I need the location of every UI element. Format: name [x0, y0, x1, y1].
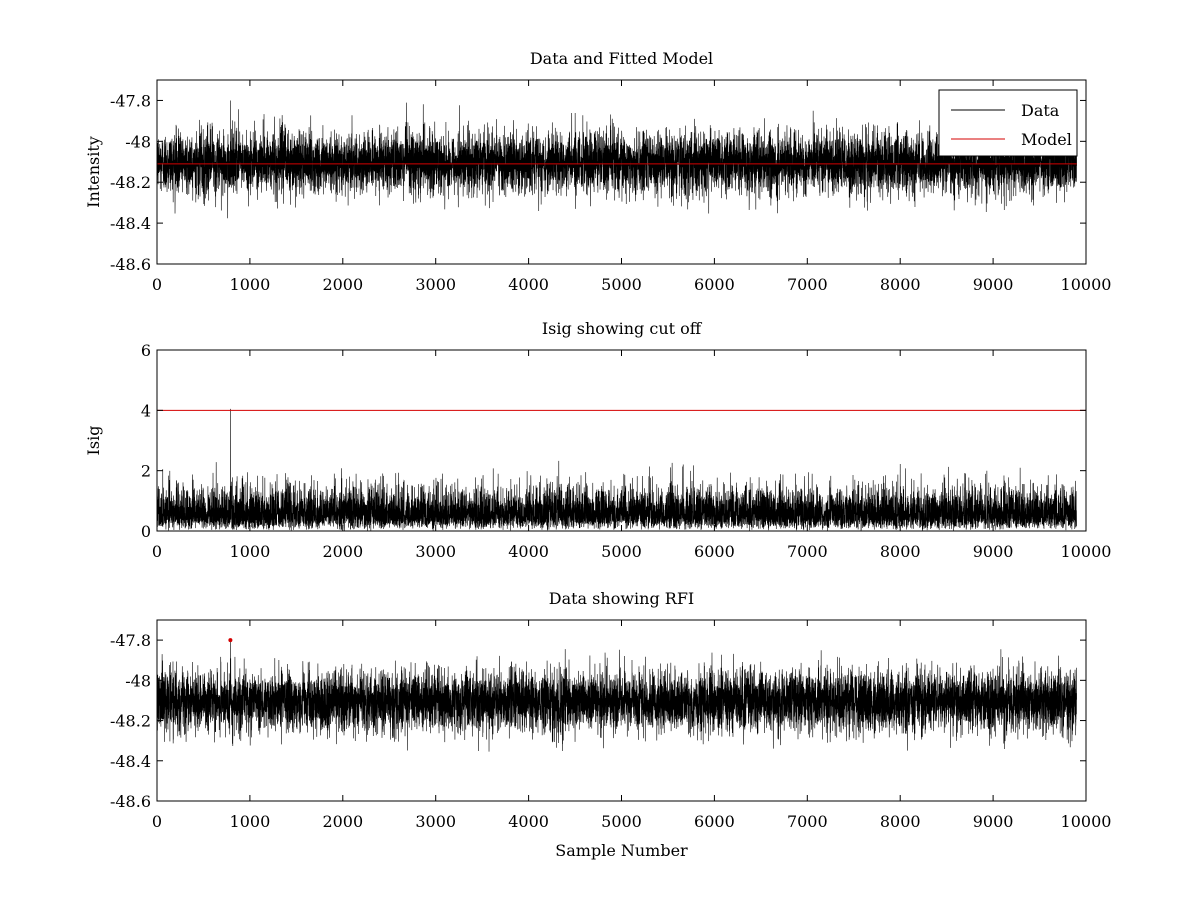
x-tick-label: 1000	[230, 542, 271, 561]
y-tick-label: -48.2	[110, 173, 151, 192]
chart-panel-1: Data and Fitted Model 0 1000 2000 3000 4000 50…	[84, 49, 1111, 294]
x-tick-label: 4000	[508, 275, 549, 294]
series-line-data	[157, 100, 1077, 219]
y-tick-label: -48.2	[110, 712, 151, 731]
x-tick-label: 4000	[508, 542, 549, 561]
chart-panel-3: Data showing RFI 0 1000 2000 3000 4000 5000 600…	[110, 589, 1111, 860]
x-tick-label: 9000	[973, 542, 1014, 561]
y-tick-label: -47.8	[110, 631, 151, 650]
chart-title: Isig showing cut off	[542, 319, 703, 338]
x-tick-label: 1000	[230, 812, 271, 831]
chart-panel-2: Isig showing cut off 0 1000 2000 3000 4000 500…	[84, 319, 1111, 561]
plot-area	[157, 638, 1077, 752]
y-tick-label: -47.8	[110, 91, 151, 110]
x-tick-label: 3000	[415, 812, 456, 831]
x-tick-label: 7000	[787, 275, 828, 294]
legend: Data Model	[938, 89, 1078, 157]
x-tick-label: 10000	[1061, 812, 1112, 831]
y-tick-label: -48.4	[110, 214, 151, 233]
x-tick-label: 7000	[787, 542, 828, 561]
x-tick-label: 0	[152, 275, 162, 294]
x-tick-label: 2000	[322, 812, 363, 831]
x-tick-label: 2000	[322, 275, 363, 294]
series-line-noise	[157, 640, 1077, 752]
plot-area	[157, 408, 1086, 531]
y-tick-label: -48	[125, 132, 151, 151]
x-tick-label: 8000	[880, 542, 921, 561]
y-axis-label: Intensity	[84, 136, 103, 208]
x-tick-label: 2000	[322, 542, 363, 561]
x-tick-label: 0	[152, 542, 162, 561]
x-tick-label: 6000	[694, 542, 735, 561]
plot-area	[157, 100, 1077, 219]
x-tick-label: 8000	[880, 275, 921, 294]
x-tick-label: 1000	[230, 275, 271, 294]
x-tick-label: 5000	[601, 542, 642, 561]
rfi-point	[228, 638, 233, 643]
x-tick-label: 4000	[508, 812, 549, 831]
x-tick-label: 0	[152, 812, 162, 831]
x-tick-label: 3000	[415, 542, 456, 561]
chart-title: Data and Fitted Model	[530, 49, 713, 68]
series-line-noise-abs	[157, 408, 1077, 531]
x-tick-label: 3000	[415, 275, 456, 294]
legend-label-model: Model	[1021, 130, 1072, 149]
x-tick-label: 9000	[973, 275, 1014, 294]
y-tick-label: 2	[141, 462, 151, 481]
y-tick-label: 6	[141, 341, 151, 360]
x-tick-label: 10000	[1061, 275, 1112, 294]
y-tick-label: -48	[125, 671, 151, 690]
x-axis-label: Sample Number	[555, 841, 688, 860]
y-axis-label: Isig	[84, 426, 103, 456]
y-tick-label: -48.4	[110, 752, 151, 771]
y-tick-label: 4	[141, 401, 151, 420]
legend-label-data: Data	[1021, 101, 1060, 120]
chart-title: Data showing RFI	[549, 589, 694, 608]
x-tick-label: 8000	[880, 812, 921, 831]
x-tick-label: 5000	[601, 812, 642, 831]
y-tick-label: 0	[141, 522, 151, 541]
x-tick-label: 5000	[601, 275, 642, 294]
x-tick-label: 9000	[973, 812, 1014, 831]
x-tick-label: 10000	[1061, 542, 1112, 561]
x-tick-label: 6000	[694, 275, 735, 294]
y-tick-label: -48.6	[110, 255, 151, 274]
x-tick-label: 6000	[694, 812, 735, 831]
x-tick-label: 7000	[787, 812, 828, 831]
y-tick-label: -48.6	[110, 792, 151, 811]
legend-box	[938, 89, 1078, 157]
